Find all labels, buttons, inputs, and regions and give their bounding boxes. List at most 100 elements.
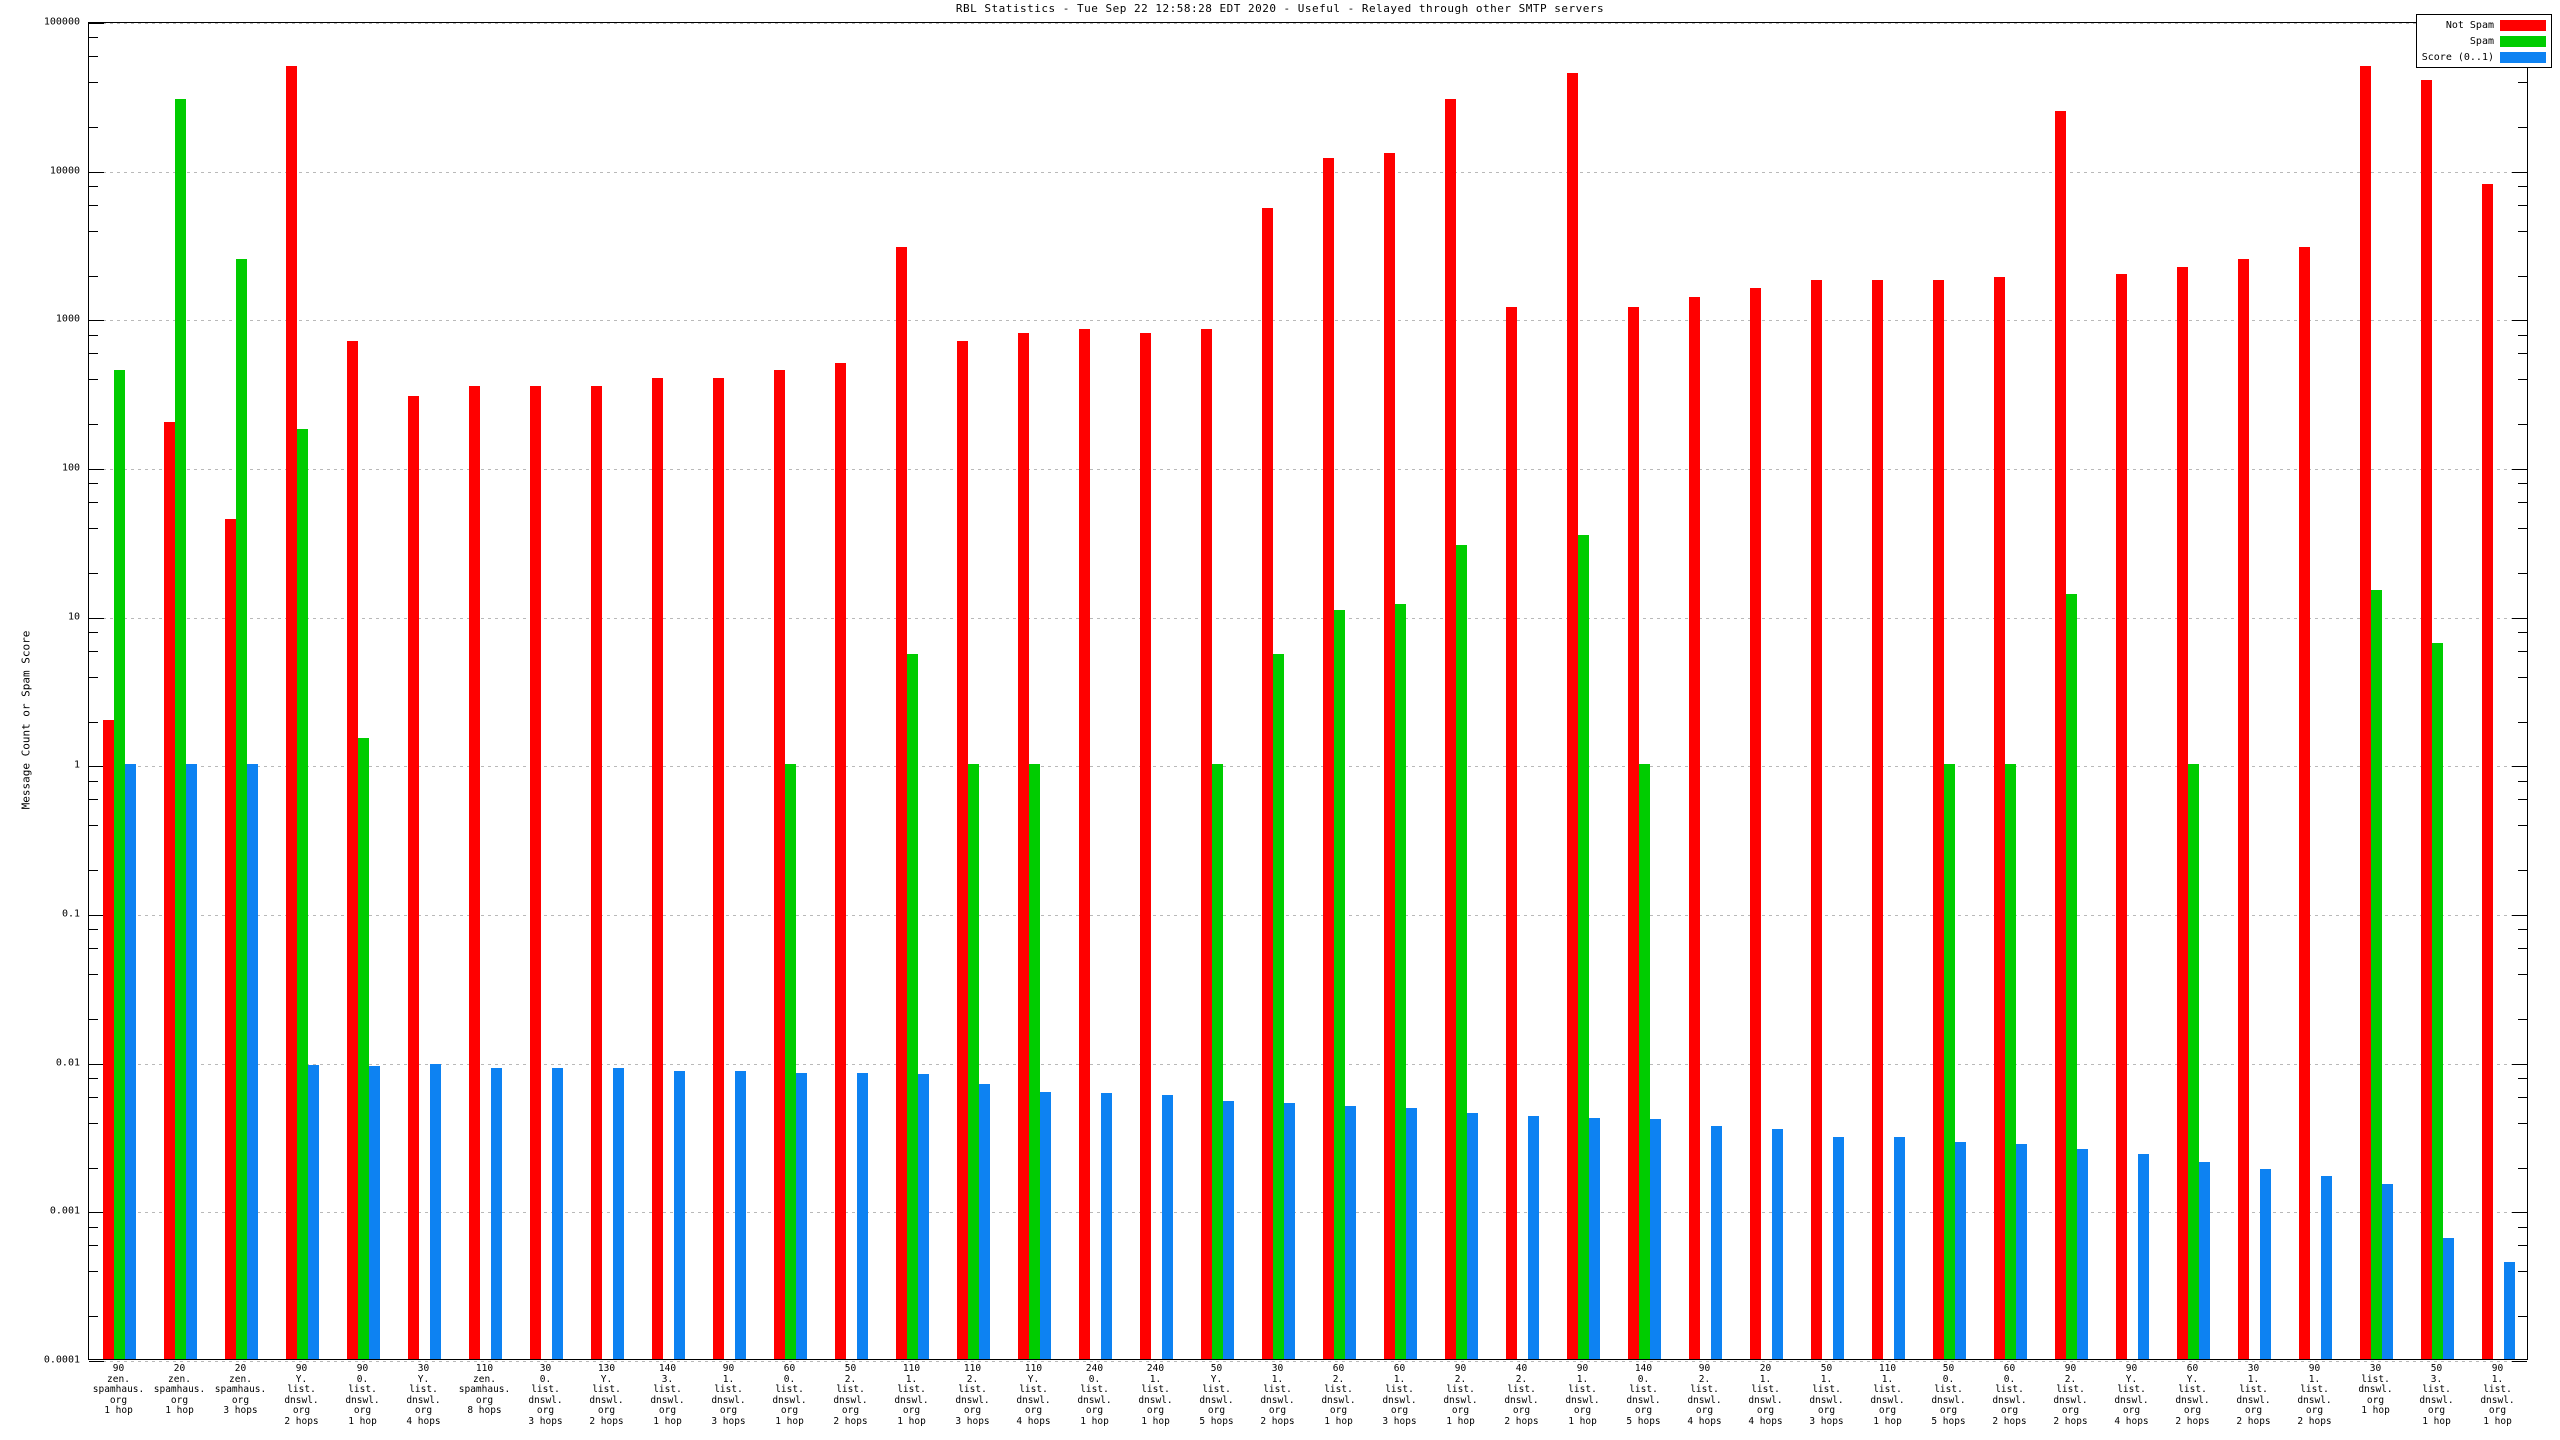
- bar-not-spam: [1140, 332, 1151, 1359]
- minor-tick: [89, 632, 98, 634]
- x-tick-label: 50 Y. list. dnswl. org 5 hops: [1199, 1363, 1234, 1427]
- bar-not-spam: [2055, 110, 2066, 1359]
- x-tick-label: 60 0. list. dnswl. org 2 hops: [1992, 1363, 2027, 1427]
- major-tick: [2512, 915, 2527, 916]
- major-tick: [2512, 320, 2527, 322]
- legend-item[interactable]: Spam: [2422, 35, 2546, 47]
- bar-score: [2138, 1153, 2149, 1359]
- bar-score: [1772, 1129, 1783, 1359]
- x-tick-label: 130 Y. list. dnswl. org 2 hops: [589, 1363, 624, 1427]
- x-tick-label: 110 2. list. dnswl. org 3 hops: [955, 1363, 990, 1427]
- minor-tick: [89, 870, 98, 872]
- x-tick-label: 20 zen. spamhaus. org 1 hop: [153, 1363, 206, 1416]
- minor-tick: [2518, 650, 2527, 652]
- minor-tick: [2518, 676, 2527, 678]
- x-tick-label: 30 1. list. dnswl. org 2 hops: [2236, 1363, 2271, 1427]
- y-tick-label: 0.0001: [43, 1354, 80, 1366]
- gridline: [89, 1361, 2527, 1362]
- bar-spam: [2066, 593, 2077, 1359]
- major-tick: [89, 469, 104, 470]
- bar-not-spam: [1445, 98, 1456, 1359]
- minor-tick: [2518, 780, 2527, 782]
- legend-label: Score (0..1): [2421, 51, 2494, 63]
- bar-score: [1955, 1141, 1966, 1359]
- bar-not-spam: [652, 377, 663, 1359]
- bar-not-spam: [957, 341, 968, 1359]
- legend-label: Spam: [2469, 35, 2494, 47]
- bar-spam: [2188, 764, 2199, 1359]
- bar-not-spam: [1018, 332, 1029, 1359]
- bar-spam: [1395, 603, 1406, 1359]
- bar-spam: [1639, 764, 1650, 1359]
- bar-spam: [1029, 764, 1040, 1359]
- bar-score: [613, 1068, 624, 1359]
- bar-score: [1101, 1092, 1112, 1359]
- minor-tick: [2518, 799, 2527, 801]
- bar-score: [430, 1064, 441, 1359]
- bar-score: [308, 1064, 319, 1359]
- bar-spam: [1334, 609, 1345, 1359]
- minor-tick: [89, 974, 98, 976]
- major-tick: [2512, 469, 2527, 470]
- minor-tick: [2518, 379, 2527, 381]
- bar-score: [186, 764, 197, 1359]
- major-tick: [89, 1212, 104, 1214]
- bar-not-spam: [2360, 65, 2371, 1359]
- bar-score: [2260, 1168, 2271, 1359]
- bar-score: [2382, 1184, 2393, 1359]
- bar-not-spam: [1933, 280, 1944, 1359]
- bar-score: [2504, 1261, 2515, 1359]
- bar-not-spam: [1384, 152, 1395, 1359]
- major-tick: [2512, 1212, 2527, 1214]
- minor-tick: [2518, 483, 2527, 485]
- bar-not-spam: [103, 719, 114, 1359]
- bar-not-spam: [774, 369, 785, 1359]
- y-tick-label: 100000: [43, 16, 80, 28]
- minor-tick: [89, 334, 98, 336]
- x-tick-label: 20 1. list. dnswl. org 4 hops: [1748, 1363, 1783, 1427]
- bar-not-spam: [408, 396, 419, 1359]
- bar-score: [125, 764, 136, 1359]
- bar-score: [552, 1067, 563, 1359]
- bar-score: [1040, 1091, 1051, 1359]
- gridlines: [89, 23, 2527, 1362]
- x-tick-label: 90 zen. spamhaus. org 1 hop: [92, 1363, 145, 1416]
- minor-tick: [89, 353, 98, 355]
- minor-tick: [2518, 424, 2527, 426]
- bar-not-spam: [1994, 276, 2005, 1359]
- minor-tick: [89, 780, 98, 782]
- minor-tick: [2518, 1316, 2527, 1318]
- major-tick: [89, 23, 104, 24]
- gridline: [89, 1212, 2527, 1214]
- minor-tick: [2518, 721, 2527, 723]
- major-tick: [89, 766, 104, 768]
- chart-title: RBL Statistics - Tue Sep 22 12:58:28 EDT…: [955, 2, 1605, 15]
- minor-tick: [2518, 1245, 2527, 1247]
- bar-spam: [968, 764, 979, 1359]
- bar-not-spam: [2177, 267, 2188, 1359]
- bar-not-spam: [896, 247, 907, 1359]
- legend-item[interactable]: Score (0..1): [2422, 51, 2546, 63]
- major-tick: [2512, 1063, 2527, 1065]
- bar-not-spam: [347, 341, 358, 1359]
- legend-swatch: [2500, 35, 2546, 47]
- minor-tick: [89, 947, 98, 949]
- gridline: [89, 469, 2527, 470]
- y-tick-label: 0.1: [61, 908, 80, 920]
- legend-item[interactable]: Not Spam: [2422, 19, 2546, 31]
- x-tick-label: 50 1. list. dnswl. org 3 hops: [1809, 1363, 1844, 1427]
- bar-score: [2199, 1162, 2210, 1359]
- bar-score: [857, 1072, 868, 1359]
- minor-tick: [89, 929, 98, 931]
- bar-score: [1223, 1101, 1234, 1359]
- minor-tick: [89, 572, 98, 574]
- minor-tick: [89, 1018, 98, 1020]
- minor-tick: [2518, 501, 2527, 503]
- minor-tick: [2518, 1271, 2527, 1273]
- bar-spam: [297, 429, 308, 1359]
- major-tick: [89, 915, 104, 916]
- bar-spam: [1273, 654, 1284, 1359]
- bar-score: [1284, 1102, 1295, 1359]
- minor-tick: [89, 1271, 98, 1273]
- bar-not-spam: [225, 518, 236, 1359]
